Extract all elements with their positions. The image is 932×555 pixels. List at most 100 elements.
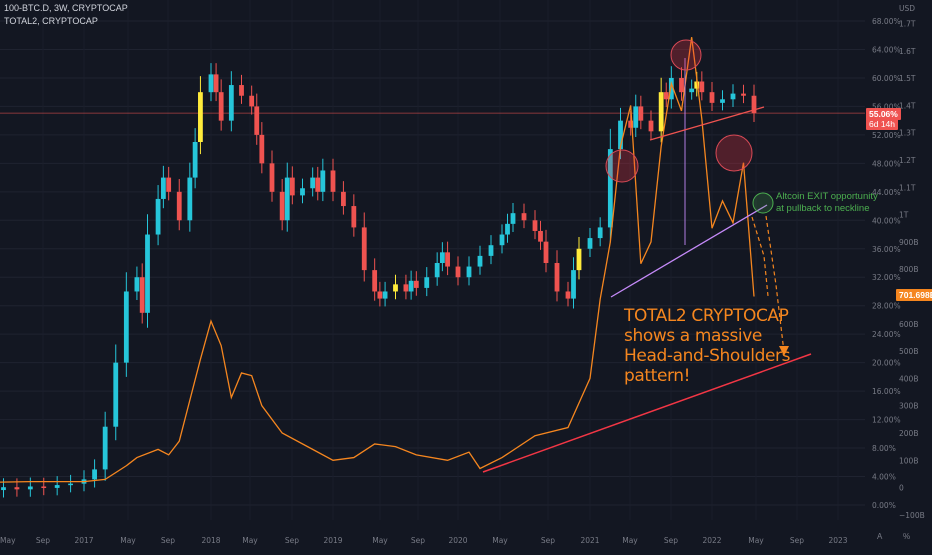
candle-body — [27, 486, 33, 490]
candle-body — [289, 177, 295, 196]
x-tick-label: Sep — [36, 536, 50, 545]
candle-body — [689, 88, 695, 93]
x-tick-label: Sep — [161, 536, 175, 545]
candle-body — [699, 81, 705, 93]
right-tick-label: 600B — [899, 320, 918, 329]
candle-body — [192, 142, 198, 178]
left-tick-label: 48.00% — [872, 159, 901, 168]
right-tick-label: 1.2T — [899, 156, 916, 165]
pattern-text-line: pattern! — [624, 366, 691, 386]
x-tick-label: 2018 — [201, 536, 220, 545]
percent-scale-toggle[interactable]: % — [903, 532, 911, 541]
candle-body — [694, 81, 700, 89]
candle-body — [648, 120, 654, 132]
candle-body — [393, 284, 398, 292]
candle-body — [751, 95, 757, 114]
right-tick-label: −100B — [899, 511, 925, 520]
left-tick-label: 44.00% — [872, 188, 901, 197]
candle-body — [382, 291, 388, 299]
candle-body — [554, 263, 560, 292]
candle-body — [576, 248, 582, 271]
candle-body — [213, 74, 219, 93]
candle-body — [155, 198, 161, 235]
x-tick-label: Sep — [285, 536, 299, 545]
x-tick-label: May — [622, 536, 638, 545]
right-tick-label: 1.1T — [899, 183, 916, 192]
candle-body — [571, 270, 576, 299]
candle-body — [68, 483, 73, 486]
candle-body — [633, 106, 639, 128]
x-tick-label: May — [0, 536, 16, 545]
candle-body — [372, 270, 378, 292]
candle-body — [160, 177, 166, 199]
left-tick-label: 60.00% — [872, 74, 901, 83]
projection-arrowhead — [779, 346, 789, 356]
candle-body — [499, 234, 505, 246]
candle-body — [218, 92, 224, 121]
left-tick-label: 36.00% — [872, 245, 901, 254]
candle-countdown-badge: 6d 14h — [866, 118, 898, 130]
candle-body — [176, 191, 182, 221]
candle-body — [361, 227, 367, 271]
candle-body — [315, 177, 321, 192]
candle-body — [134, 277, 140, 292]
candle-body — [505, 223, 510, 235]
left-tick-label: 8.00% — [872, 444, 896, 453]
left-tick-label: 40.00% — [872, 216, 901, 225]
right-tick-label: 100B — [899, 456, 918, 465]
main-symbol-title: 100-BTC.D, 3W, CRYPTOCAP — [4, 3, 128, 13]
left-tick-label: 4.00% — [872, 473, 896, 482]
candle-body — [466, 266, 472, 278]
pattern-callout: TOTAL2 CRYPTOCAP shows a massive Head-an… — [624, 306, 790, 386]
left-tick-label: 28.00% — [872, 302, 901, 311]
overlay-symbol-title: TOTAL2, CRYPTOCAP — [4, 16, 98, 26]
x-tick-label: 2019 — [323, 536, 342, 545]
candle-body — [228, 85, 234, 121]
candle-body — [166, 177, 172, 192]
left-tick-label: 64.00% — [872, 45, 901, 54]
candle-body — [269, 163, 275, 192]
pattern-circle — [605, 149, 639, 183]
exit-text-line: Altcoin EXIT opportunity — [776, 191, 878, 202]
left-tick-label: 12.00% — [872, 416, 901, 425]
candle-body — [279, 191, 285, 221]
candle-body — [663, 92, 669, 100]
candle-body — [284, 177, 290, 221]
candle-body — [198, 92, 203, 142]
candle-body — [187, 177, 193, 221]
log-scale-toggle[interactable]: A — [877, 532, 883, 541]
candle-body — [597, 227, 603, 239]
x-tick-label: May — [492, 536, 508, 545]
candle-body — [1, 487, 6, 491]
candle-body — [408, 280, 414, 292]
candle-body — [607, 149, 613, 228]
candle-body — [139, 277, 145, 313]
candle-body — [488, 245, 494, 256]
candle-body — [208, 74, 214, 93]
candle-body — [310, 177, 316, 189]
candle-body — [638, 106, 644, 121]
candle-body — [41, 486, 47, 488]
dominance-neckline — [649, 106, 765, 141]
total2-line — [0, 37, 755, 483]
right-tick-label: 1.3T — [899, 129, 916, 138]
right-tick-label: 1.6T — [899, 47, 916, 56]
candle-body — [351, 206, 357, 228]
candle-body — [239, 85, 244, 96]
candle-body — [434, 263, 440, 278]
left-tick-label: 52.00% — [872, 131, 901, 140]
x-tick-label: 2017 — [74, 536, 93, 545]
candle-body — [668, 77, 674, 100]
candle-body — [113, 362, 119, 427]
pattern-circle — [670, 39, 702, 71]
right-tick-label: 1.4T — [899, 101, 916, 110]
x-tick-label: Sep — [790, 536, 804, 545]
candle-body — [377, 291, 383, 299]
left-tick-label: 56.00% — [872, 102, 901, 111]
exit-circle — [752, 192, 774, 214]
right-tick-label: 800B — [899, 265, 918, 274]
projection-dashed-2 — [765, 215, 785, 353]
right-tick-label: 1T — [899, 211, 909, 220]
